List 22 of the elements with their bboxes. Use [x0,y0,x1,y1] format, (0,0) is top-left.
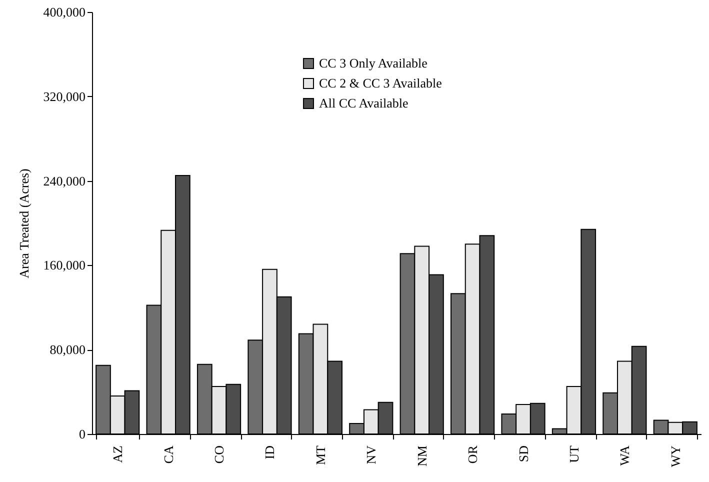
y-tick-label: 0 [79,426,86,442]
x-tick-label: CA [160,444,176,464]
y-tick-label: 160,000 [43,258,86,273]
x-tick-label: OR [465,445,480,464]
legend-label: All CC Available [319,96,409,110]
x-tick-label: ID [262,446,278,460]
x-tick-label: WY [668,444,683,468]
x-tick-label: WA [617,444,632,466]
x-tick-label: SD [516,446,531,462]
x-tick-label: AZ [110,445,126,463]
x-tick-label: CO [212,446,227,464]
y-tick-label: 400,000 [43,4,86,20]
y-tick-label: 320,000 [43,88,86,104]
y-tick-label: 240,000 [43,173,86,188]
y-tick-label: 80,000 [50,342,86,358]
legend-label: CC 3 Only Available [319,56,428,70]
x-tick-label: MT [312,445,328,465]
x-tick-label: NM [414,445,430,466]
y-axis-title: Area Treated (Acres) [16,168,32,278]
x-tick-label: NV [364,444,379,464]
x-tick-label: UT [566,445,582,463]
legend-label: CC 2 & CC 3 Available [319,76,442,90]
